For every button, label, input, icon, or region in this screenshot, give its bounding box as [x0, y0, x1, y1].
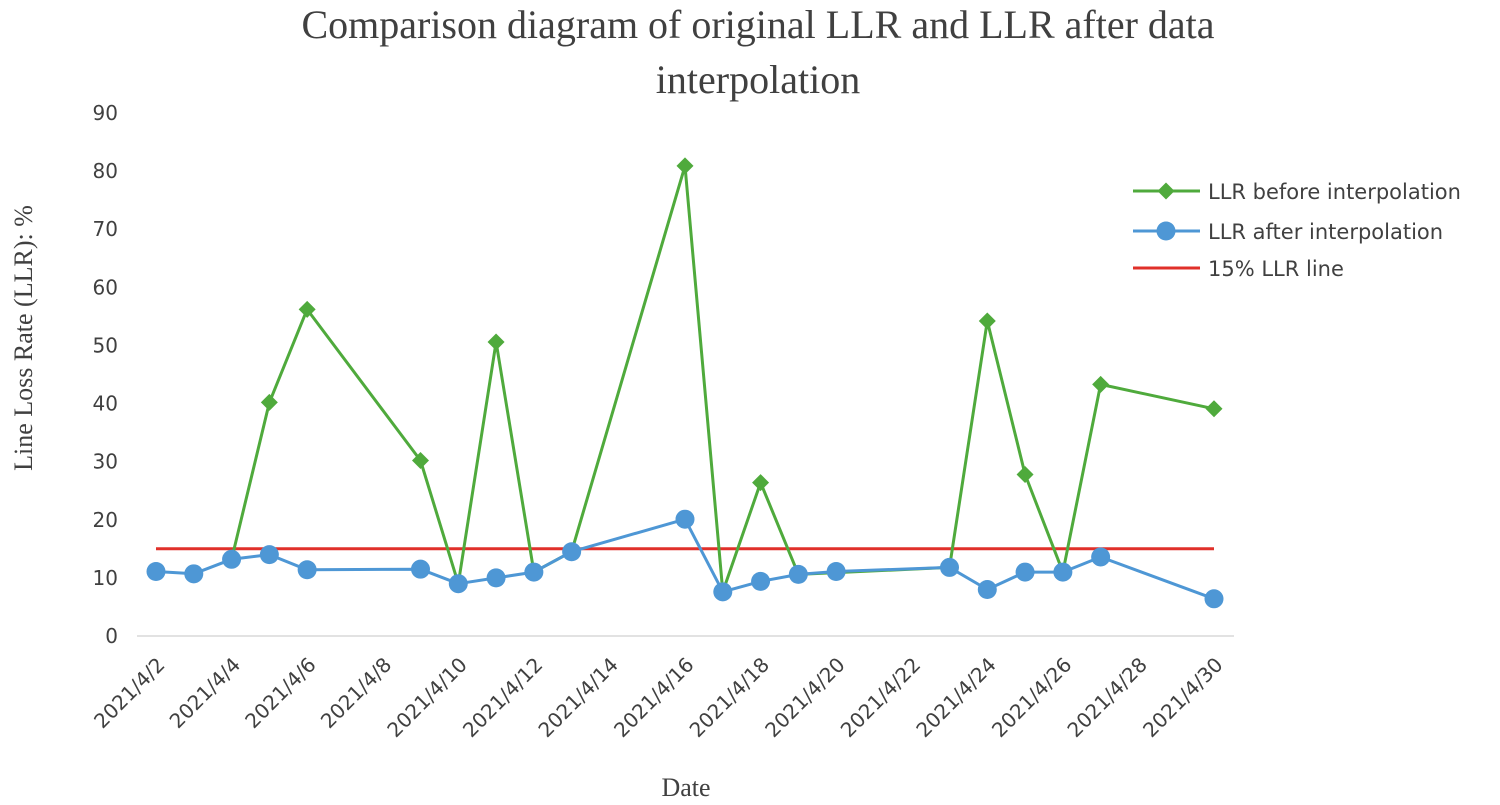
data-point-after-interpolation: [977, 580, 997, 600]
data-point-after-interpolation: [1053, 562, 1073, 582]
x-tick-label: 2021/4/2: [89, 653, 169, 733]
data-point-before-interpolation: [978, 312, 996, 330]
data-point-after-interpolation: [411, 559, 430, 579]
legend-label: LLR after interpolation: [1208, 220, 1443, 244]
data-point-after-interpolation: [1015, 562, 1035, 582]
data-point-after-interpolation: [448, 574, 468, 594]
data-point-after-interpolation: [184, 564, 204, 584]
x-tick-label: 2021/4/26: [987, 653, 1076, 742]
x-axis-title: Date: [661, 773, 710, 802]
data-point-after-interpolation: [940, 557, 959, 577]
data-point-before-interpolation: [487, 333, 505, 351]
y-tick-label: 80: [93, 159, 118, 183]
data-point-before-interpolation: [1092, 375, 1110, 393]
legend-marker-circle: [1156, 221, 1176, 241]
x-tick-label: 2021/4/14: [533, 653, 622, 742]
x-tick-label: 2021/4/10: [382, 653, 471, 742]
data-point-after-interpolation: [675, 509, 695, 529]
x-tick-label: 2021/4/12: [458, 653, 547, 742]
data-point-before-interpolation: [1016, 465, 1034, 483]
x-tick-label: 2021/4/24: [911, 653, 1000, 742]
data-point-before-interpolation: [1205, 400, 1223, 418]
data-point-after-interpolation: [713, 582, 733, 602]
data-point-after-interpolation: [524, 562, 544, 582]
y-tick-label: 90: [93, 101, 118, 125]
data-point-before-interpolation: [412, 452, 429, 470]
x-tick-label: 2021/4/16: [609, 653, 698, 742]
x-tick-label: 2021/4/30: [1138, 653, 1227, 742]
y-tick-label: 10: [93, 566, 118, 590]
chart-title-line-2: interpolation: [656, 57, 860, 102]
data-point-after-interpolation: [751, 571, 771, 591]
y-tick-label: 40: [93, 392, 118, 416]
x-tick-label: 2021/4/28: [1062, 653, 1151, 742]
y-tick-label: 0: [105, 624, 118, 648]
legend-label: LLR before interpolation: [1208, 180, 1461, 204]
data-point-before-interpolation: [260, 393, 278, 411]
plot-area: [146, 157, 1224, 609]
axes: 01020304050607080902021/4/22021/4/42021/…: [89, 101, 1234, 742]
data-point-after-interpolation: [259, 545, 279, 565]
data-point-before-interpolation: [298, 300, 316, 318]
data-point-after-interpolation: [486, 568, 506, 588]
y-tick-label: 20: [93, 508, 118, 532]
y-tick-label: 70: [93, 217, 118, 241]
data-point-after-interpolation: [1091, 547, 1111, 567]
data-point-before-interpolation: [752, 474, 770, 492]
data-point-after-interpolation: [297, 560, 317, 580]
legend: LLR before interpolation LLR after interp…: [1133, 180, 1461, 281]
x-tick-label: 2021/4/20: [760, 653, 849, 742]
x-tick-label: 2021/4/6: [240, 653, 320, 733]
legend-label: 15% LLR line: [1208, 257, 1344, 281]
data-point-after-interpolation: [562, 542, 582, 562]
legend-marker-diamond: [1157, 182, 1175, 200]
series-line-0: [230, 164, 1215, 594]
data-point-after-interpolation: [826, 561, 846, 581]
series-line-1: [155, 517, 1215, 601]
chart-title-line-1: Comparison diagram of original LLR and L…: [301, 2, 1214, 47]
y-tick-label: 30: [93, 450, 118, 474]
x-tick-label: 2021/4/22: [836, 653, 925, 742]
y-tick-label: 50: [93, 333, 118, 357]
data-point-before-interpolation: [676, 157, 694, 175]
x-tick-label: 2021/4/18: [685, 653, 774, 742]
chart-title: Comparison diagram of original LLR and L…: [301, 2, 1214, 102]
y-axis-title: Line Loss Rate (LLR): %: [9, 205, 38, 471]
data-point-after-interpolation: [146, 561, 166, 581]
y-tick-label: 60: [93, 275, 118, 299]
x-tick-label: 2021/4/8: [316, 653, 396, 733]
x-tick-label: 2021/4/4: [165, 653, 245, 733]
data-point-after-interpolation: [222, 549, 242, 569]
data-point-after-interpolation: [788, 564, 808, 584]
data-point-after-interpolation: [1204, 589, 1224, 609]
